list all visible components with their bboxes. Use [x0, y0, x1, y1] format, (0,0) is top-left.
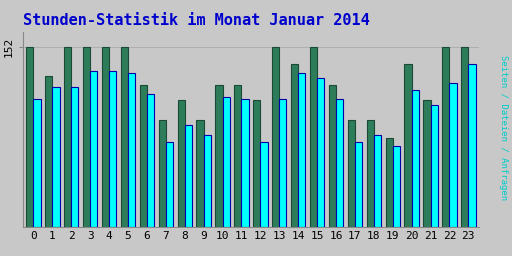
Bar	[204, 135, 211, 227]
Bar	[109, 71, 116, 227]
Bar	[223, 97, 230, 227]
Bar	[450, 83, 457, 227]
Bar	[374, 135, 381, 227]
Bar	[260, 142, 267, 227]
Bar	[291, 64, 298, 227]
Bar	[166, 142, 173, 227]
Bar	[71, 87, 78, 227]
Bar	[336, 99, 343, 227]
Bar	[310, 47, 317, 227]
Bar	[298, 73, 305, 227]
Bar	[26, 47, 33, 227]
Bar	[367, 120, 374, 227]
Bar	[83, 47, 90, 227]
Bar	[348, 120, 355, 227]
Bar	[279, 99, 286, 227]
Bar	[90, 71, 97, 227]
Bar	[102, 47, 109, 227]
Bar	[386, 138, 393, 227]
Bar	[242, 99, 249, 227]
Bar	[185, 125, 192, 227]
Bar	[33, 99, 40, 227]
Bar	[121, 47, 128, 227]
Bar	[468, 64, 476, 227]
Bar	[461, 47, 468, 227]
Bar	[404, 64, 412, 227]
Bar	[128, 73, 135, 227]
Bar	[147, 94, 154, 227]
Bar	[178, 100, 185, 227]
Bar	[442, 47, 450, 227]
Text: Stunden-Statistik im Monat Januar 2014: Stunden-Statistik im Monat Januar 2014	[23, 13, 370, 28]
Bar	[355, 142, 362, 227]
Bar	[140, 85, 147, 227]
Bar	[272, 47, 279, 227]
Bar	[317, 78, 324, 227]
Bar	[412, 90, 419, 227]
Bar	[393, 146, 400, 227]
Bar	[216, 85, 223, 227]
Bar	[159, 120, 166, 227]
Bar	[234, 85, 242, 227]
Bar	[253, 100, 260, 227]
Bar	[423, 100, 431, 227]
Bar	[45, 76, 52, 227]
Bar	[52, 87, 59, 227]
Bar	[329, 85, 336, 227]
Bar	[431, 105, 438, 227]
Bar	[64, 47, 71, 227]
Bar	[197, 120, 204, 227]
Text: Seiten / Dateien / Anfragen: Seiten / Dateien / Anfragen	[499, 56, 508, 200]
